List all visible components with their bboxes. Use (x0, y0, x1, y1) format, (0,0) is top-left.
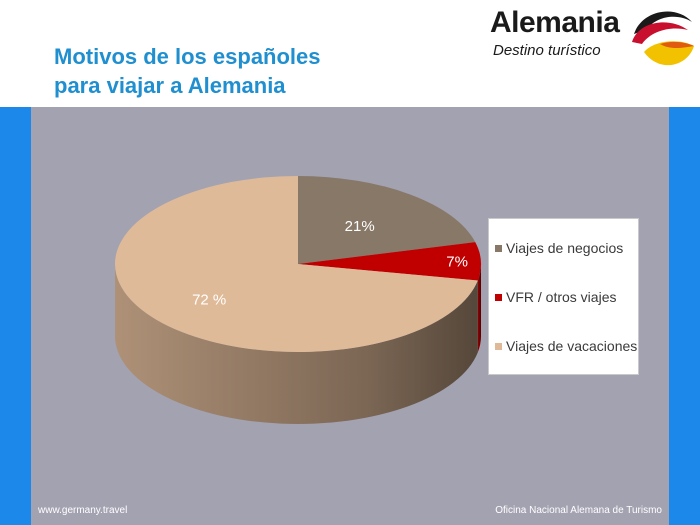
pie-slice-1 (298, 242, 481, 281)
legend-item-vacaciones: Viajes de vacaciones (495, 335, 637, 357)
legend-item-negocios: Viajes de negocios (495, 237, 623, 259)
data-label-1: 7% (446, 254, 468, 271)
logo-tagline: Destino turístico (493, 42, 601, 59)
pie-slice-0 (298, 176, 476, 264)
pie-side-1-0 (477, 264, 481, 353)
data-label-0: 21% (345, 218, 375, 235)
legend-swatch-vfr (495, 293, 502, 301)
right-side-band (669, 107, 700, 525)
footer-organization: Oficina Nacional Alemana de Turismo (495, 505, 662, 516)
swirl-logo-icon (632, 11, 694, 66)
chart-legend: Viajes de negocios VFR / otros viajes Vi… (488, 218, 639, 375)
legend-swatch-vacaciones (495, 342, 502, 350)
slide-title-line-1: Motivos de los españoles (54, 44, 321, 69)
left-side-band (0, 107, 31, 525)
legend-item-vfr: VFR / otros viajes (495, 286, 616, 308)
pie-slice-2 (115, 176, 478, 352)
logo-wordmark: Alemania (490, 6, 620, 39)
slide-title: Motivos de los españoles para viajar a A… (54, 42, 454, 100)
pie-side-2-0 (115, 264, 478, 425)
legend-label-vacaciones: Viajes de vacaciones (506, 338, 638, 354)
data-label-2: 72 % (192, 291, 226, 308)
slide-title-line-2: para viajar a Alemania (54, 73, 286, 98)
legend-swatch-negocios (495, 244, 502, 252)
legend-label-vfr: VFR / otros viajes (506, 289, 617, 305)
footer-website: www.germany.travel (38, 505, 128, 516)
chart-area: 21% 7% 72 % Viajes de negocios VFR / otros… (31, 107, 669, 525)
pie-chart: 21% 7% 72 % (115, 176, 481, 425)
legend-label-negocios: Viajes de negocios (506, 240, 624, 256)
brand-logo: Alemania Destino turístico (480, 4, 700, 78)
